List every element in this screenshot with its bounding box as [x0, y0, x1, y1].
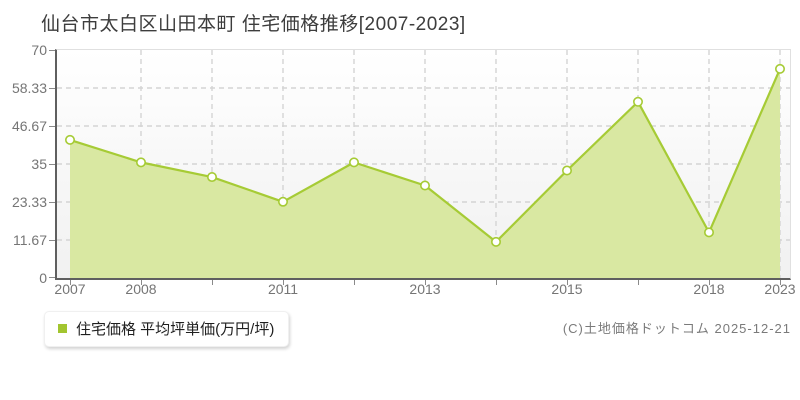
- data-point-marker: [632, 96, 643, 107]
- x-axis-tick-label: 2008: [125, 281, 157, 297]
- x-axis-tick: [354, 280, 355, 285]
- price-trend-area-chart: [57, 50, 790, 278]
- x-axis-tick: [425, 280, 426, 285]
- series-swatch-icon: [58, 324, 67, 333]
- legend: 住宅価格 平均坪単価(万円/坪): [44, 311, 290, 347]
- x-axis-tick: [141, 280, 142, 285]
- data-point-marker: [703, 227, 714, 238]
- x-axis-tick: [709, 280, 710, 285]
- y-axis-tick-label: 46.67: [11, 117, 47, 134]
- x-axis-tick-label: 2018: [693, 281, 725, 297]
- x-axis-tick-label: 2007: [54, 281, 86, 297]
- x-axis-tick: [567, 280, 568, 285]
- plot-area: [55, 49, 791, 280]
- data-point-marker: [419, 180, 430, 191]
- copyright-text: (C)土地価格ドットコム 2025-12-21: [562, 321, 791, 336]
- y-axis-tick: [49, 239, 55, 241]
- x-axis-tick-label: 2023: [764, 281, 796, 297]
- data-point-marker: [278, 196, 289, 207]
- data-point-marker: [136, 157, 147, 168]
- y-axis-tick: [49, 202, 55, 203]
- y-axis-tick-label: 58.33: [11, 80, 47, 96]
- y-axis-tick: [49, 125, 55, 127]
- x-axis-tick-label: 2013: [409, 281, 441, 297]
- x-axis-tick: [638, 280, 639, 285]
- y-axis-tick-label: 0: [39, 270, 47, 286]
- y-axis-tick-label: 23.33: [11, 194, 47, 210]
- y-axis-tick: [49, 88, 55, 89]
- x-axis-tick-label: 2011: [267, 281, 299, 297]
- area-fill: [70, 68, 780, 278]
- y-axis-tick-label: 35: [31, 156, 47, 172]
- data-point-marker: [207, 172, 218, 183]
- y-axis-tick-label: 11.67: [13, 231, 47, 248]
- y-axis-tick: [49, 50, 55, 51]
- x-axis-tick: [283, 280, 284, 285]
- x-axis-tick: [780, 280, 781, 285]
- y-axis-tick: [49, 277, 55, 278]
- x-axis-tick: [70, 280, 71, 285]
- data-point-marker: [490, 236, 501, 247]
- x-axis-tick: [212, 280, 213, 285]
- y-axis-tick: [49, 164, 55, 165]
- y-axis-tick-label: 70: [31, 42, 47, 58]
- chart-title: 仙台市太白区山田本町 住宅価格推移[2007-2023]: [41, 14, 466, 35]
- x-axis-tick-label: 2015: [551, 281, 583, 297]
- data-point-marker: [348, 157, 359, 168]
- data-point-marker: [561, 165, 572, 176]
- x-axis-tick: [496, 280, 497, 285]
- data-point-marker: [65, 134, 75, 145]
- data-point-marker: [774, 63, 785, 74]
- legend-label: 住宅価格 平均坪単価(万円/坪): [76, 321, 275, 338]
